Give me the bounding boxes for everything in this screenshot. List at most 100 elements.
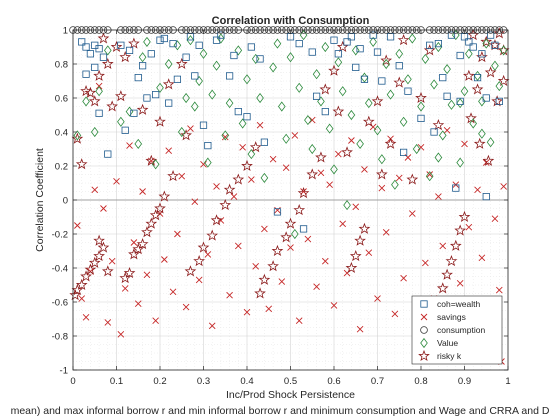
data-point xyxy=(180,129,192,141)
data-point xyxy=(104,319,112,326)
data-point xyxy=(86,50,94,58)
data-point xyxy=(362,115,375,127)
data-point xyxy=(356,325,364,333)
data-point xyxy=(278,101,286,112)
data-point xyxy=(154,202,166,214)
data-point xyxy=(204,251,212,258)
data-point xyxy=(312,69,321,80)
data-point xyxy=(430,79,438,90)
data-point xyxy=(339,220,347,228)
data-point xyxy=(134,74,142,82)
data-point xyxy=(408,33,417,44)
data-point xyxy=(84,263,97,275)
data-point xyxy=(469,118,477,129)
data-point xyxy=(495,97,503,105)
data-point xyxy=(152,91,160,99)
data-point xyxy=(421,53,430,64)
data-point xyxy=(238,118,247,129)
legend-entry: coh=wealth xyxy=(437,299,481,309)
data-point xyxy=(271,244,284,256)
data-point xyxy=(425,171,434,182)
data-point xyxy=(75,158,88,170)
x-tick-label: 0.6 xyxy=(327,376,340,387)
data-point xyxy=(378,184,386,192)
data-point xyxy=(164,58,173,70)
data-point xyxy=(121,126,129,134)
data-point xyxy=(399,116,408,127)
data-point xyxy=(104,150,112,158)
data-point xyxy=(449,239,462,251)
data-point xyxy=(134,138,143,149)
data-point xyxy=(138,52,147,63)
series-coh-wealth xyxy=(78,31,503,233)
data-point xyxy=(130,239,138,246)
data-point xyxy=(338,86,347,97)
legend-marker xyxy=(418,349,430,361)
data-point xyxy=(491,60,499,71)
data-point xyxy=(369,31,377,39)
data-point xyxy=(378,154,386,165)
data-point xyxy=(204,157,212,168)
y-tick-label: 0 xyxy=(63,196,68,207)
data-point xyxy=(223,183,236,195)
x-axis-label: Inc/Prod Shock Persistence xyxy=(226,389,355,401)
data-point xyxy=(208,89,216,100)
data-point xyxy=(169,288,177,296)
data-point xyxy=(495,81,504,92)
y-tick-label: 0.4 xyxy=(55,128,68,139)
data-point xyxy=(234,108,242,116)
data-point xyxy=(225,98,234,109)
data-point xyxy=(101,57,114,69)
data-point xyxy=(90,126,99,138)
data-point xyxy=(308,116,316,124)
data-point xyxy=(400,274,407,282)
data-point xyxy=(219,198,232,211)
data-point xyxy=(399,148,408,156)
data-point xyxy=(286,52,295,63)
data-point xyxy=(210,214,223,226)
data-point xyxy=(278,278,286,285)
data-point xyxy=(313,283,320,291)
data-point xyxy=(456,97,464,105)
data-point xyxy=(269,62,277,73)
data-point xyxy=(130,109,138,117)
data-point xyxy=(113,177,120,185)
data-point xyxy=(417,143,425,151)
data-point xyxy=(186,35,195,46)
legend-entry: consumption xyxy=(437,325,485,335)
data-point xyxy=(248,176,255,183)
data-point xyxy=(101,265,114,277)
data-point xyxy=(82,96,90,107)
data-point xyxy=(308,48,316,56)
data-point xyxy=(239,143,246,151)
legend-entry: savings xyxy=(437,312,466,322)
data-point xyxy=(430,128,438,136)
data-point xyxy=(119,51,132,63)
data-point xyxy=(138,62,147,70)
data-point xyxy=(193,255,205,267)
data-point xyxy=(217,31,225,39)
data-point xyxy=(491,95,503,107)
data-point xyxy=(334,57,343,68)
data-point xyxy=(267,260,279,272)
data-point xyxy=(191,72,199,80)
data-point xyxy=(456,51,464,60)
data-point xyxy=(132,243,145,255)
data-point xyxy=(478,128,486,139)
x-tick-label: 0.4 xyxy=(240,376,253,387)
data-point xyxy=(243,113,251,121)
data-point xyxy=(204,141,212,150)
data-point xyxy=(88,95,101,107)
legend-marker xyxy=(420,326,428,334)
series-risky-k xyxy=(69,27,510,301)
data-point xyxy=(143,94,151,102)
data-point xyxy=(382,58,390,70)
data-point xyxy=(247,149,256,160)
data-point xyxy=(343,200,351,211)
data-point xyxy=(117,41,125,49)
data-point xyxy=(84,86,97,98)
data-point xyxy=(486,137,495,148)
data-point xyxy=(71,132,84,144)
data-point xyxy=(195,75,203,87)
